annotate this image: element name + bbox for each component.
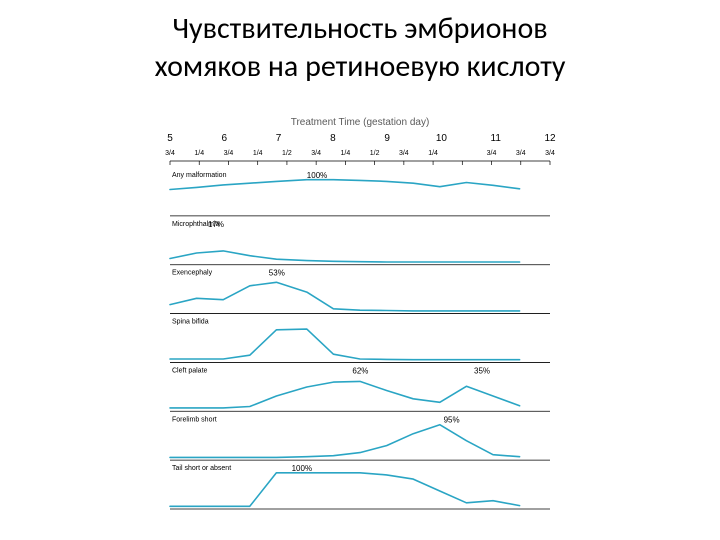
svg-text:3/4: 3/4 bbox=[311, 150, 321, 157]
svg-text:1/2: 1/2 bbox=[370, 150, 380, 157]
svg-text:100%: 100% bbox=[307, 171, 327, 180]
slide-title: Чувствительность эмбрионов хомяков на ре… bbox=[0, 10, 720, 85]
svg-text:53%: 53% bbox=[269, 269, 285, 278]
svg-text:Cleft palate: Cleft palate bbox=[172, 367, 208, 374]
svg-text:12: 12 bbox=[544, 133, 556, 144]
svg-text:62%: 62% bbox=[352, 366, 368, 375]
svg-text:3/4: 3/4 bbox=[165, 150, 175, 157]
svg-text:5: 5 bbox=[167, 133, 173, 144]
svg-text:35%: 35% bbox=[474, 366, 490, 375]
svg-text:Exencephaly: Exencephaly bbox=[172, 270, 213, 277]
svg-text:8: 8 bbox=[330, 133, 336, 144]
chart-svg: Treatment Time (gestation day) 5 6 7 8 9 10 11 1… bbox=[150, 115, 570, 515]
svg-text:7: 7 bbox=[276, 133, 282, 144]
svg-text:100%: 100% bbox=[292, 464, 312, 473]
svg-text:Treatment Time (gestation day): Treatment Time (gestation day) bbox=[291, 117, 430, 128]
svg-text:10: 10 bbox=[436, 133, 448, 144]
svg-text:9: 9 bbox=[384, 133, 390, 144]
svg-text:1/4: 1/4 bbox=[428, 150, 438, 157]
svg-text:11: 11 bbox=[491, 133, 502, 144]
chart-container: Treatment Time (gestation day) 5 6 7 8 9 10 11 1… bbox=[150, 115, 570, 515]
title-line2: хомяков на ретиноевую кислоту bbox=[155, 48, 566, 85]
svg-text:95%: 95% bbox=[444, 415, 460, 424]
slide: Чувствительность эмбрионов хомяков на ре… bbox=[0, 0, 720, 540]
svg-text:3/4: 3/4 bbox=[516, 150, 526, 157]
svg-text:17%: 17% bbox=[208, 220, 224, 229]
svg-text:1/4: 1/4 bbox=[253, 150, 263, 157]
svg-text:1/4: 1/4 bbox=[194, 150, 204, 157]
svg-text:1/4: 1/4 bbox=[341, 150, 351, 157]
title-line1: Чувствительность эмбрионов bbox=[172, 10, 547, 47]
svg-text:1/2: 1/2 bbox=[282, 150, 292, 157]
svg-text:Tail short or absent: Tail short or absent bbox=[172, 465, 231, 472]
svg-text:Forelimb short: Forelimb short bbox=[172, 416, 217, 423]
svg-text:3/4: 3/4 bbox=[487, 150, 497, 157]
svg-text:3/4: 3/4 bbox=[399, 150, 409, 157]
svg-text:3/4: 3/4 bbox=[224, 150, 234, 157]
svg-text:Spina bifida: Spina bifida bbox=[172, 319, 209, 326]
svg-text:Any malformation: Any malformation bbox=[172, 172, 227, 179]
svg-text:3/4: 3/4 bbox=[545, 150, 555, 157]
svg-text:6: 6 bbox=[222, 133, 228, 144]
